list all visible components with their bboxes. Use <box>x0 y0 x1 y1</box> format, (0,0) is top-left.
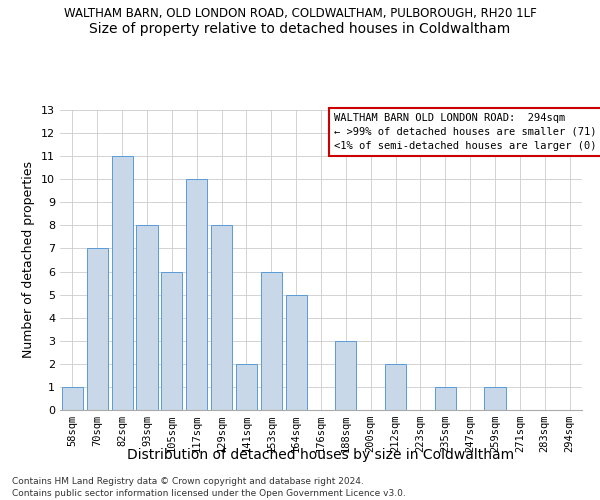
Text: Distribution of detached houses by size in Coldwaltham: Distribution of detached houses by size … <box>127 448 515 462</box>
Bar <box>112 156 133 410</box>
Y-axis label: Number of detached properties: Number of detached properties <box>22 162 35 358</box>
Bar <box>261 272 282 410</box>
Text: Size of property relative to detached houses in Coldwaltham: Size of property relative to detached ho… <box>89 22 511 36</box>
Bar <box>335 341 356 410</box>
Bar <box>236 364 257 410</box>
Bar <box>136 226 158 410</box>
Bar <box>484 387 506 410</box>
Text: WALTHAM BARN OLD LONDON ROAD:  294sqm
← >99% of detached houses are smaller (71): WALTHAM BARN OLD LONDON ROAD: 294sqm ← >… <box>334 113 600 151</box>
Text: WALTHAM BARN, OLD LONDON ROAD, COLDWALTHAM, PULBOROUGH, RH20 1LF: WALTHAM BARN, OLD LONDON ROAD, COLDWALTH… <box>64 8 536 20</box>
Bar <box>385 364 406 410</box>
Bar <box>161 272 182 410</box>
Text: Contains public sector information licensed under the Open Government Licence v3: Contains public sector information licen… <box>12 489 406 498</box>
Bar <box>87 248 108 410</box>
Bar <box>286 294 307 410</box>
Text: Contains HM Land Registry data © Crown copyright and database right 2024.: Contains HM Land Registry data © Crown c… <box>12 478 364 486</box>
Bar <box>186 179 207 410</box>
Bar <box>62 387 83 410</box>
Bar <box>211 226 232 410</box>
Bar <box>435 387 456 410</box>
